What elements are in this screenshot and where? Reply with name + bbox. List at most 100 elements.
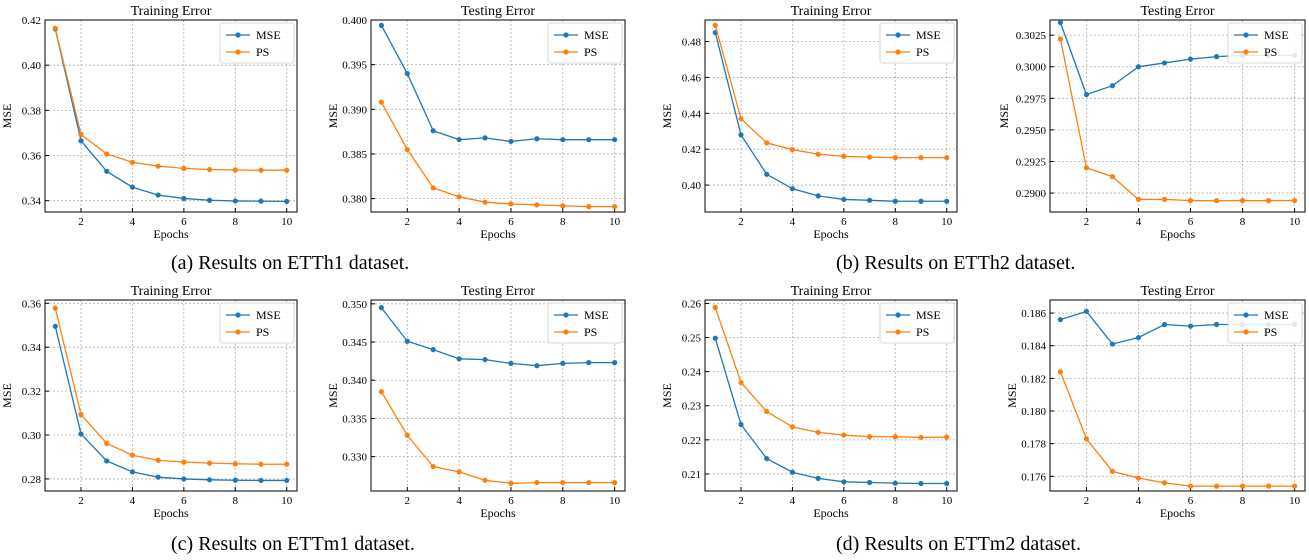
y-tick-label: 0.178 <box>1021 439 1046 451</box>
y-tick-label: 0.46 <box>682 72 702 84</box>
data-point-mse <box>560 360 566 367</box>
data-point-ps <box>482 199 488 205</box>
chart-a-training: 2 4 6 8 10 0.34 0.36 0.38 0.40 0.42 Training Error… <box>0 4 298 241</box>
data-point-mse <box>738 132 744 138</box>
y-tick-label: 0.385 <box>342 149 367 161</box>
data-point-mse <box>712 335 718 341</box>
data-point-ps <box>430 463 436 470</box>
x-tick-label: 10 <box>941 495 953 507</box>
y-tick-label: 0.400 <box>342 15 367 27</box>
data-point-mse <box>1109 341 1116 347</box>
y-tick-label: 0.34 <box>22 342 42 354</box>
x-tick-label: 8 <box>233 216 239 228</box>
y-tick-label: 0.390 <box>342 104 367 116</box>
chart-title: Testing Error <box>461 284 535 299</box>
data-point-ps <box>482 477 488 483</box>
x-tick-label: 8 <box>1240 495 1246 507</box>
legend-swatch-marker <box>1243 329 1249 335</box>
data-point-mse <box>155 474 161 480</box>
data-point-ps <box>712 22 718 28</box>
legend-swatch-marker <box>895 49 901 55</box>
data-point-ps <box>815 151 821 157</box>
data-point-ps <box>181 459 187 465</box>
x-tick-label: 4 <box>1136 216 1142 228</box>
x-tick-label: 6 <box>841 495 847 507</box>
y-tick-label: 0.3000 <box>1016 62 1047 74</box>
x-tick-label: 10 <box>281 216 293 228</box>
data-point-mse <box>404 338 410 344</box>
data-point-ps <box>78 412 84 418</box>
plot-frame <box>704 19 958 213</box>
x-tick-label: 4 <box>790 216 796 228</box>
y-tick-label: 0.350 <box>342 299 367 311</box>
data-point-mse <box>258 477 264 484</box>
chart-a-testing: 2 4 6 8 10 0.380 0.385 0.390 0.395 0.400 Testing E… <box>326 4 626 241</box>
y-tick-label: 0.38 <box>22 105 42 117</box>
data-point-ps <box>1161 480 1168 486</box>
data-point-ps <box>1135 196 1142 202</box>
data-point-ps <box>78 131 84 138</box>
x-axis-label: Epochs <box>1160 506 1196 520</box>
data-point-ps <box>508 201 514 207</box>
data-point-ps <box>378 389 384 395</box>
x-tick-label: 6 <box>508 216 514 228</box>
data-point-ps <box>52 305 58 311</box>
x-axis-label: Epochs <box>153 227 189 241</box>
chart-title: Testing Error <box>461 4 535 19</box>
data-point-ps <box>918 155 924 161</box>
y-tick-label: 0.32 <box>22 386 41 398</box>
data-point-mse <box>1161 321 1168 328</box>
x-tick-label: 6 <box>1188 495 1194 507</box>
legend-label-ps: PS <box>916 325 929 339</box>
y-tick-label: 0.44 <box>682 108 702 120</box>
chart-c-testing: 2 4 6 8 10 0.330 0.335 0.340 0.345 0.350 Testing E… <box>326 284 626 520</box>
y-axis-label: MSE <box>660 383 674 408</box>
data-point-mse <box>944 480 950 487</box>
legend-swatch-marker <box>235 312 241 318</box>
legend: MSE PS <box>879 22 955 64</box>
x-axis-label: Epochs <box>1160 227 1196 241</box>
plot-frame <box>1049 19 1306 213</box>
chart-title: Testing Error <box>1140 284 1214 299</box>
legend: MSE PS <box>879 302 955 344</box>
data-point-ps <box>52 25 58 31</box>
chart-title: Training Error <box>791 4 872 19</box>
plot-frame <box>44 299 298 492</box>
legend-swatch-marker <box>563 32 569 38</box>
series-line-ps <box>714 307 947 439</box>
data-point-mse <box>1083 91 1090 98</box>
legend-label-mse: MSE <box>584 308 609 322</box>
chart-title: Training Error <box>791 284 872 299</box>
x-tick-label: 6 <box>841 216 847 228</box>
data-point-mse <box>258 198 264 204</box>
y-tick-label: 0.36 <box>22 298 42 310</box>
data-point-mse <box>1083 308 1090 315</box>
series-line-ps <box>1059 371 1295 487</box>
chart-title: Training Error <box>131 284 212 299</box>
data-point-mse <box>1057 19 1064 26</box>
data-point-mse <box>456 137 462 143</box>
data-point-mse <box>866 197 873 203</box>
plot-frame <box>44 19 298 213</box>
y-axis-label: MSE <box>326 383 340 408</box>
series-line-ps <box>380 391 615 485</box>
data-point-mse <box>78 431 84 437</box>
x-tick-label: 4 <box>456 495 462 507</box>
y-tick-label: 0.330 <box>342 452 367 464</box>
x-tick-label: 2 <box>405 216 411 228</box>
data-point-mse <box>482 135 488 141</box>
y-axis-label: MSE <box>326 104 340 129</box>
legend-swatch-marker <box>1243 312 1249 318</box>
series-line-mse <box>380 25 615 143</box>
data-point-mse <box>1213 321 1220 328</box>
data-point-ps <box>892 434 898 440</box>
data-point-ps <box>560 479 566 486</box>
data-point-mse <box>560 137 566 143</box>
x-tick-label: 4 <box>130 495 136 507</box>
series-line-mse <box>380 307 615 367</box>
y-tick-label: 0.184 <box>1021 341 1046 353</box>
x-tick-label: 4 <box>456 216 462 228</box>
y-tick-label: 0.36 <box>22 151 42 163</box>
data-point-ps <box>1057 369 1064 375</box>
